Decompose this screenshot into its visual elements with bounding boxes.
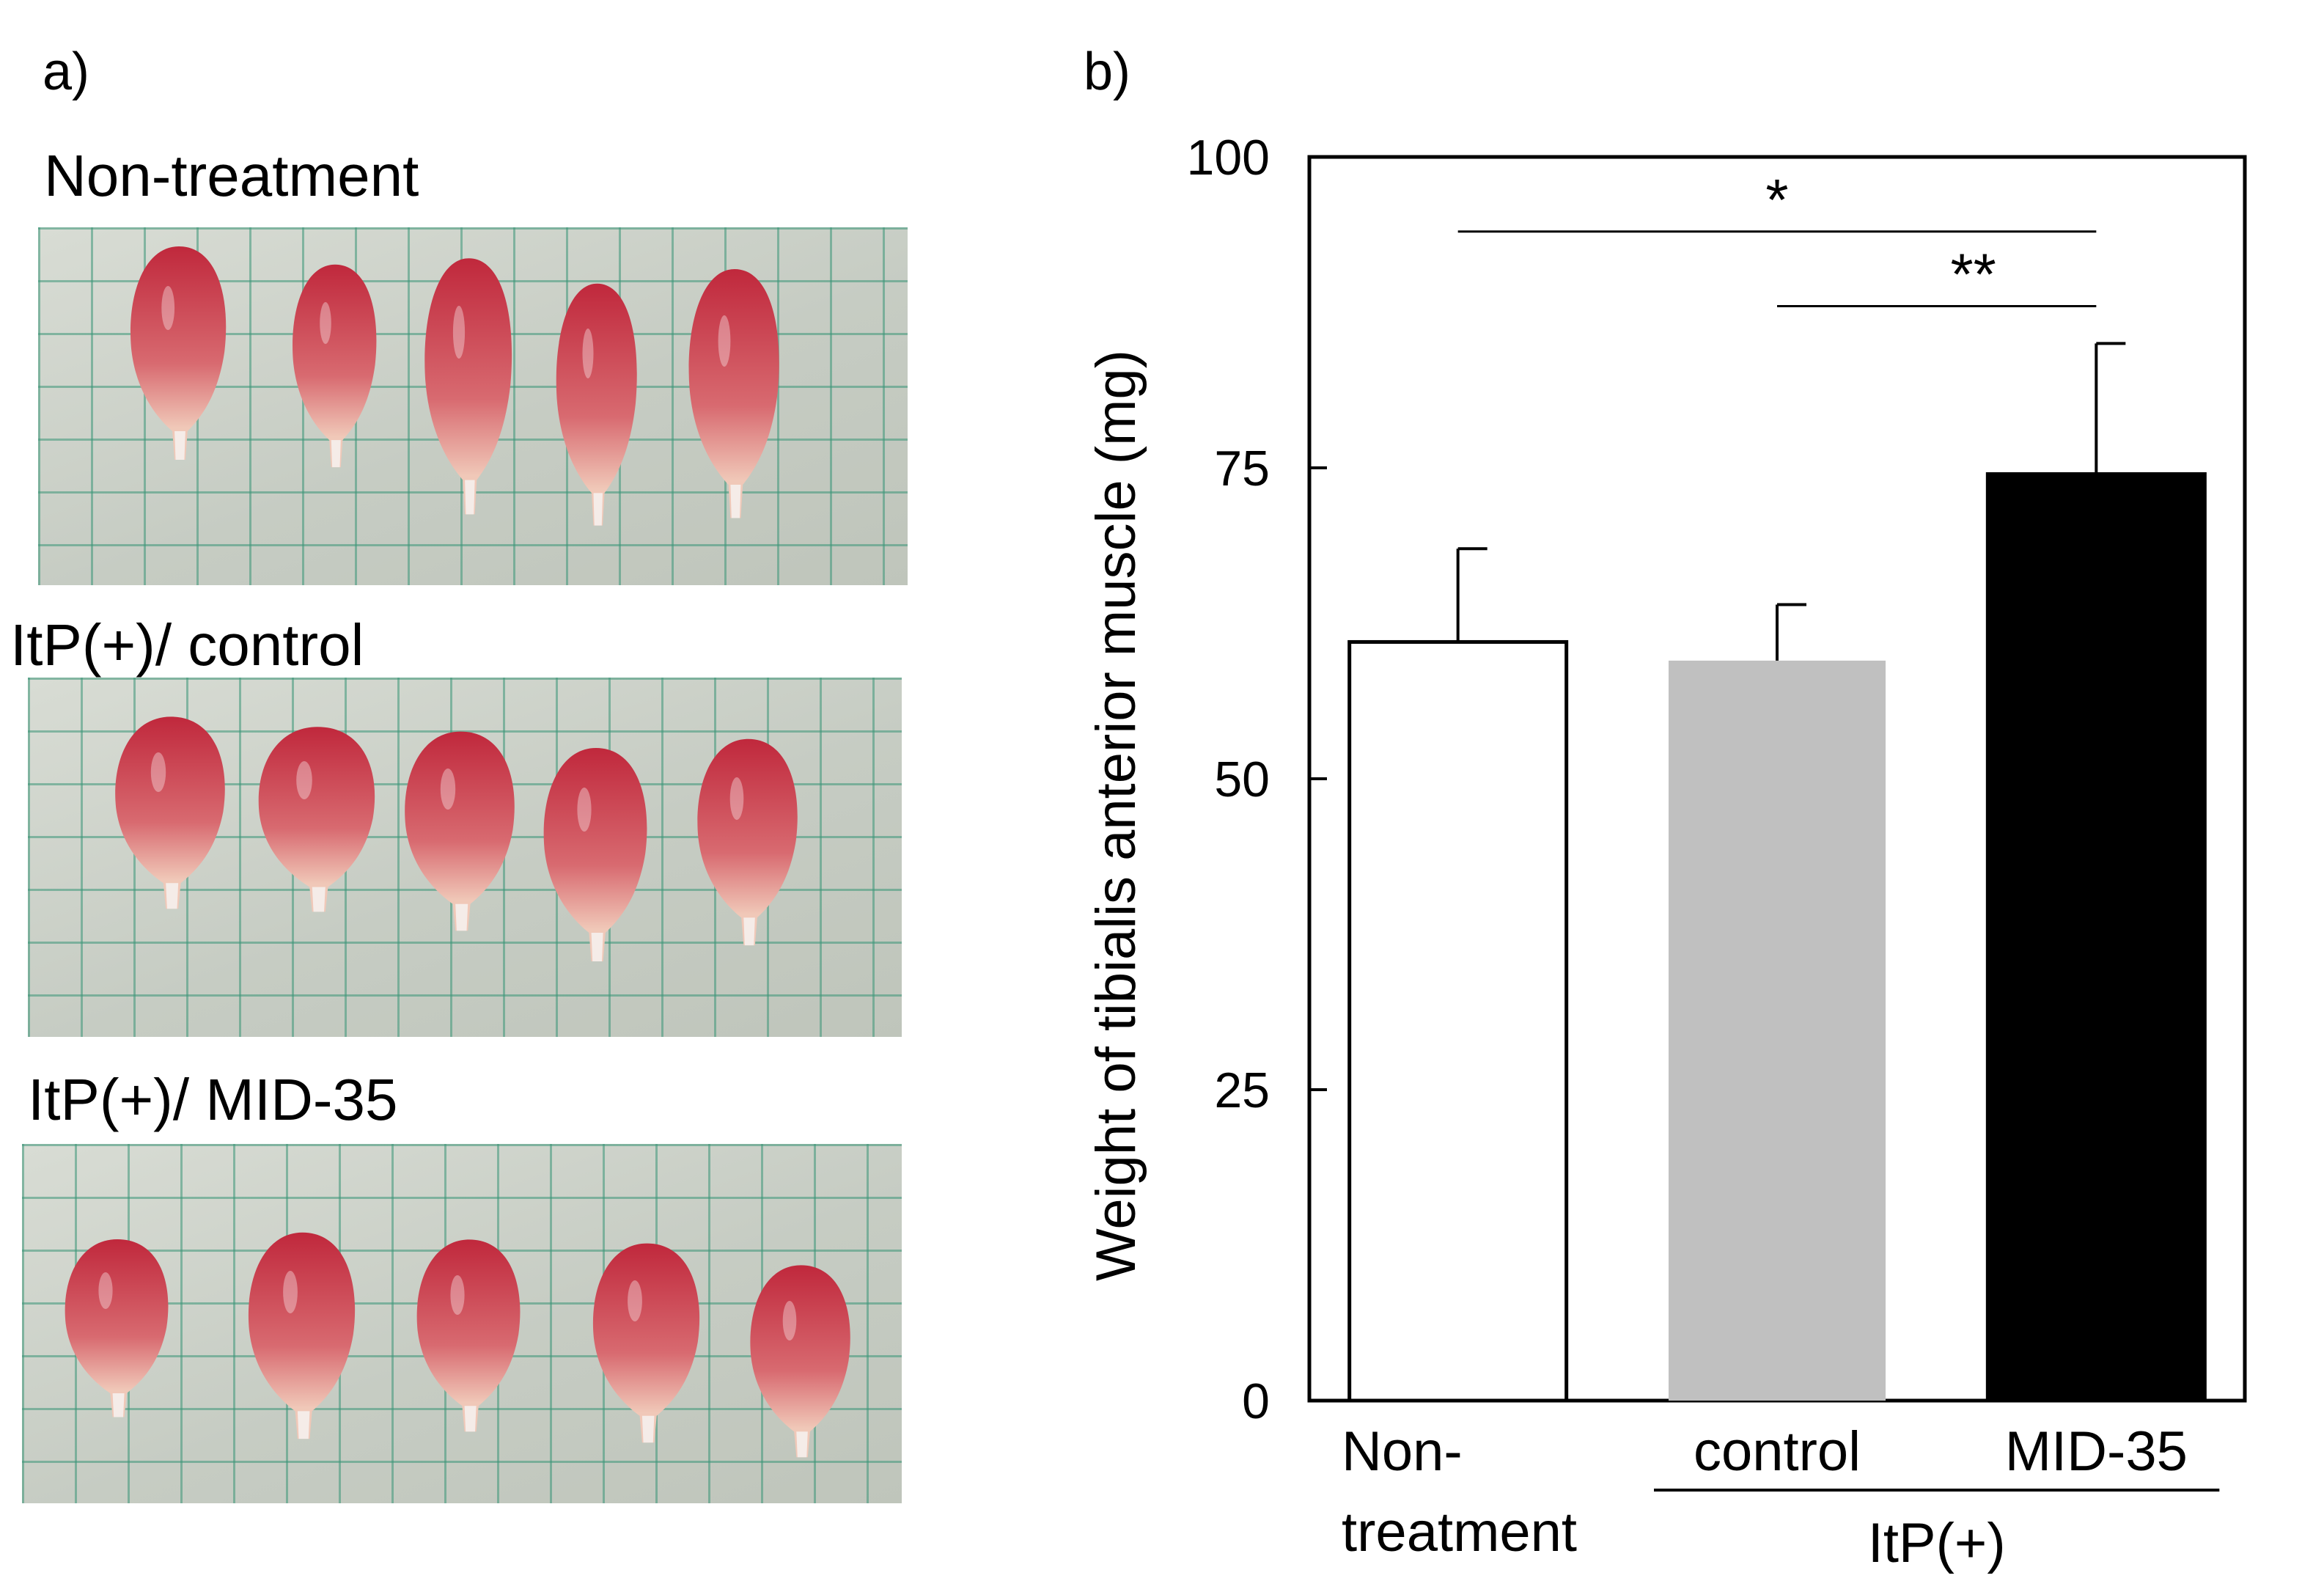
muscle-3: [419, 253, 518, 517]
muscle-1: [109, 713, 233, 911]
muscle-2: [287, 260, 383, 469]
y-tick-label: 0: [1242, 1373, 1270, 1429]
y-tick-label: 50: [1214, 752, 1270, 807]
bar: [1669, 660, 1886, 1401]
muscle-1: [59, 1236, 176, 1419]
bar: [1347, 639, 1569, 1403]
x-category-label: control: [1694, 1420, 1861, 1483]
muscle-5: [744, 1261, 858, 1459]
x-category-label: Non-: [1342, 1420, 1463, 1483]
group-label: ItP(+): [1868, 1512, 2006, 1574]
y-tick-label: 100: [1187, 130, 1270, 186]
photo-itp-mid35: [22, 1144, 902, 1503]
panel-b-label: b): [1084, 43, 1131, 101]
muscle-3: [398, 727, 523, 933]
panel-a-label: a): [43, 43, 90, 101]
muscle-5: [691, 735, 805, 947]
bar: [1985, 472, 2207, 1403]
muscle-2: [242, 1228, 363, 1441]
muscle-4: [551, 279, 643, 528]
y-axis-title: Weight of tibialis anterior muscle (mg): [1085, 350, 1147, 1281]
significance-marker: **: [1951, 242, 1996, 307]
photo-itp-control: [28, 678, 902, 1037]
muscle-2: [251, 723, 383, 914]
photo-title-non-treatment: Non-treatment: [44, 143, 419, 208]
muscle-1: [125, 242, 233, 462]
photo-title-itp-mid35: ItP(+)/ MID-35: [28, 1067, 398, 1132]
y-tick-label: 25: [1214, 1063, 1270, 1118]
muscle-5: [683, 264, 786, 521]
muscle-4: [586, 1239, 707, 1445]
photo-title-itp-control: ItP(+)/ control: [10, 612, 364, 678]
y-tick-label: 75: [1214, 441, 1270, 496]
significance-marker: *: [1765, 167, 1788, 232]
x-category-label: MID-35: [2005, 1420, 2188, 1483]
photo-non-treatment: [38, 227, 908, 585]
muscle-3: [411, 1236, 528, 1434]
x-category-label: treatment: [1342, 1501, 1577, 1563]
muscle-4: [537, 744, 655, 964]
